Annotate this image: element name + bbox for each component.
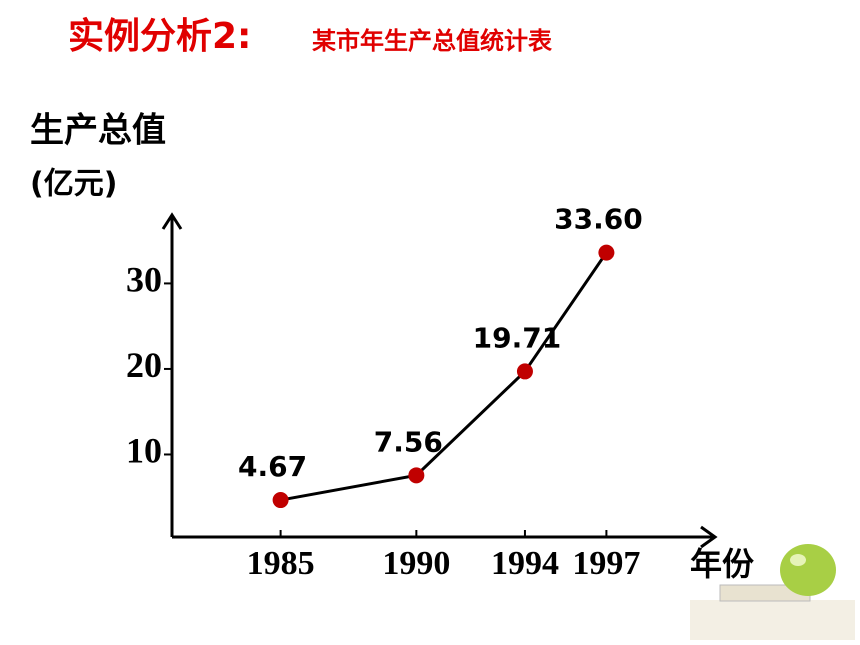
- y-tick-label: 10: [126, 431, 162, 471]
- data-label: 4.67: [238, 450, 307, 483]
- data-label: 7.56: [374, 425, 443, 458]
- point: [516, 363, 533, 380]
- y-tick-label: 30: [126, 260, 162, 300]
- y-axis-arrow: [161, 212, 183, 230]
- x-tick-label: 1985: [247, 545, 315, 582]
- point: [598, 244, 615, 261]
- decoration: [690, 544, 855, 640]
- y-axis-label: 生产总值: [30, 111, 166, 151]
- x-axis-label: 年份: [690, 545, 754, 583]
- apple-highlight: [790, 554, 806, 566]
- books: [690, 600, 855, 640]
- y-axis-unit: (亿元): [30, 167, 117, 202]
- y-tick-label: 20: [126, 345, 162, 385]
- data-label: 19.71: [473, 321, 562, 354]
- x-tick-label: 1997: [572, 545, 640, 582]
- apple: [780, 544, 836, 596]
- x-axis-arrow: [700, 525, 718, 549]
- point: [408, 467, 425, 484]
- x-tick-label: 1990: [382, 545, 450, 582]
- chart-subtitle: 某市年生产总值统计表: [312, 27, 553, 55]
- x-tick-label: 1994: [491, 545, 559, 582]
- chart-title: 实例分析2:: [68, 16, 251, 57]
- point: [272, 492, 289, 509]
- data-label: 33.60: [554, 203, 643, 236]
- line: [280, 251, 608, 502]
